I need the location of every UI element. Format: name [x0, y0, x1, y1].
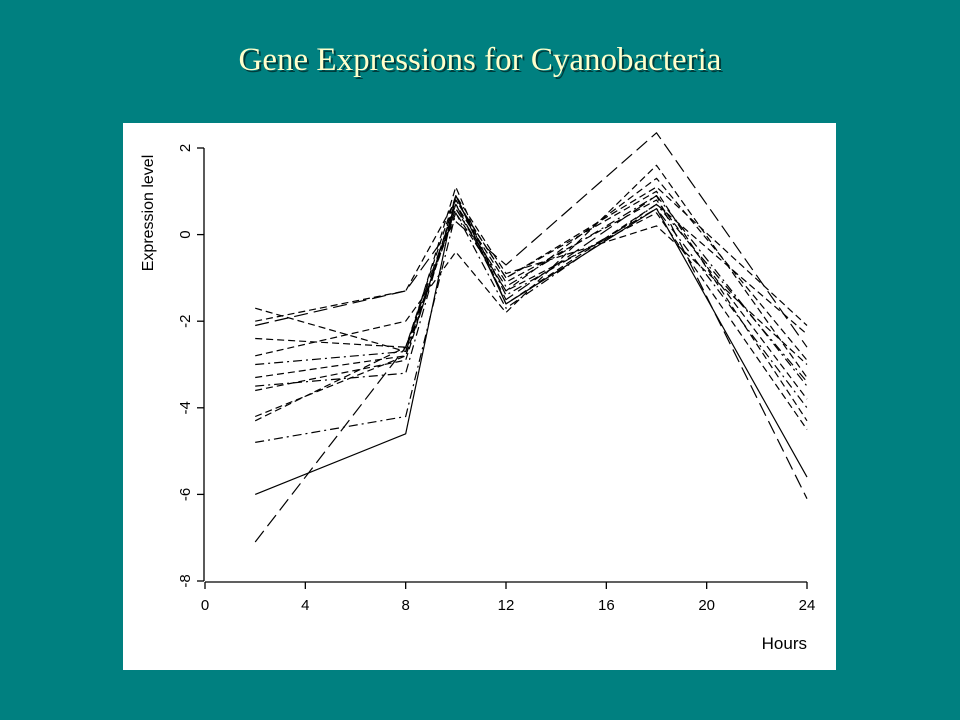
series-line-7: [255, 164, 808, 378]
series-line-12: [254, 207, 808, 430]
y-tick-label: -4: [177, 401, 194, 414]
series-line-14: [255, 203, 808, 443]
y-axis-label: Expression level: [140, 155, 157, 272]
series-line-2: [254, 194, 808, 543]
x-tick-label: 4: [301, 597, 309, 614]
series-line-1: [254, 194, 808, 495]
slide-title: Gene Expressions for Cyanobacteria: [238, 42, 722, 78]
series-line-11: [255, 190, 808, 422]
y-tick-label: -6: [177, 488, 194, 501]
y-tick-label: 0: [177, 230, 194, 238]
series-line-6: [255, 177, 808, 361]
chart-axes: 0 4 8 12 16 20 24 -8 -6 -4 -2 0 2: [177, 144, 815, 614]
y-tick-label: 2: [177, 144, 194, 152]
x-tick-label: 20: [698, 597, 715, 614]
x-tick-label: 0: [201, 597, 209, 614]
series-line-10: [255, 194, 808, 409]
series-line-8: [255, 194, 808, 387]
x-tick-label: 16: [598, 597, 615, 614]
line-chart: 0 4 8 12 16 20 24 -8 -6 -4 -2 0 2 Hours Expression l…: [140, 132, 815, 653]
chart-panel: 0 4 8 12 16 20 24 -8 -6 -4 -2 0 2 Hours Expression l…: [123, 123, 836, 670]
x-tick-label: 12: [498, 597, 515, 614]
series-line-3: [255, 186, 808, 353]
series-line-13: [254, 194, 808, 422]
chart-series: [254, 132, 808, 543]
x-tick-label: 8: [401, 597, 409, 614]
series-line-4: [255, 186, 808, 326]
series-line-5: [255, 132, 808, 348]
x-axis-label: Hours: [762, 634, 807, 653]
y-tick-label: -2: [177, 315, 194, 328]
y-tick-label: -8: [177, 574, 194, 587]
x-tick-label: 24: [799, 597, 816, 614]
